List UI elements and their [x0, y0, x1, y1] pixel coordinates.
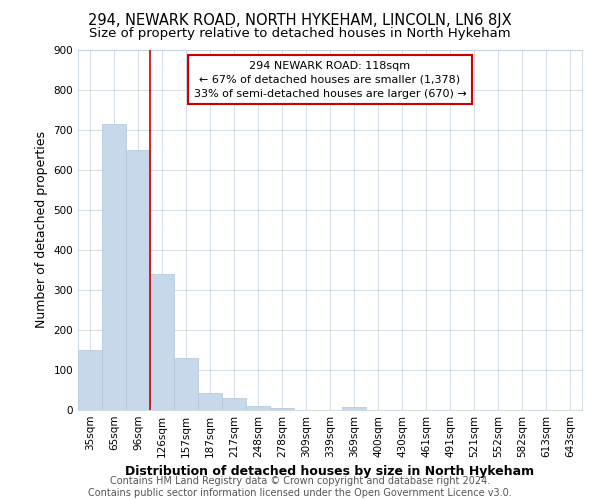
Text: Contains HM Land Registry data © Crown copyright and database right 2024.
Contai: Contains HM Land Registry data © Crown c…	[88, 476, 512, 498]
Bar	[342, 407, 366, 410]
Bar	[150, 274, 174, 410]
Bar	[246, 406, 270, 410]
Bar	[78, 350, 102, 410]
Bar	[198, 393, 222, 410]
Text: 294, NEWARK ROAD, NORTH HYKEHAM, LINCOLN, LN6 8JX: 294, NEWARK ROAD, NORTH HYKEHAM, LINCOLN…	[88, 12, 512, 28]
Text: 294 NEWARK ROAD: 118sqm
← 67% of detached houses are smaller (1,378)
33% of semi: 294 NEWARK ROAD: 118sqm ← 67% of detache…	[194, 61, 466, 99]
Bar	[126, 150, 150, 410]
Text: Size of property relative to detached houses in North Hykeham: Size of property relative to detached ho…	[89, 28, 511, 40]
Bar	[174, 358, 198, 410]
Bar	[102, 124, 126, 410]
Bar	[270, 408, 294, 410]
Bar	[222, 398, 246, 410]
Y-axis label: Number of detached properties: Number of detached properties	[35, 132, 48, 328]
X-axis label: Distribution of detached houses by size in North Hykeham: Distribution of detached houses by size …	[125, 466, 535, 478]
